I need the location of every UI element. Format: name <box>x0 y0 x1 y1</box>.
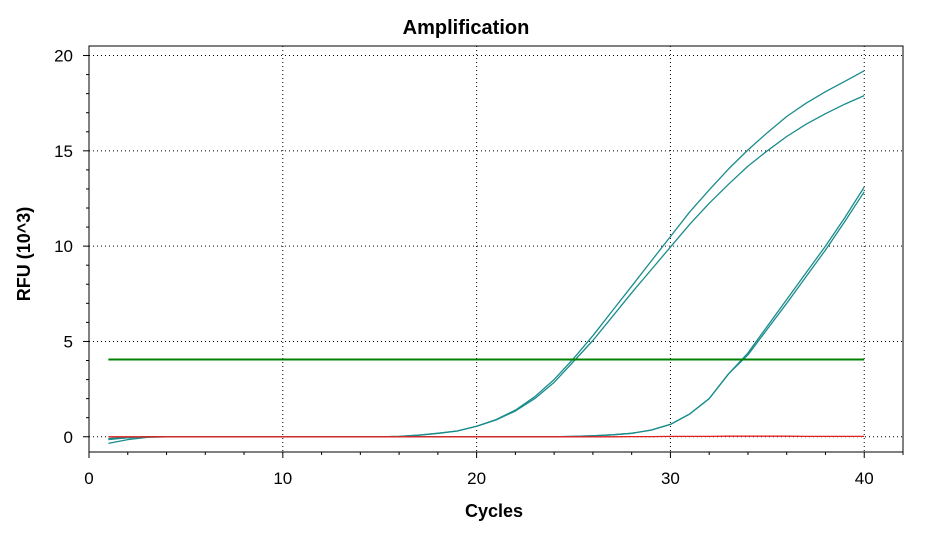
x-tick-label: 40 <box>855 469 874 488</box>
y-tick-label: 0 <box>64 428 73 447</box>
y-tick-label: 20 <box>54 47 73 66</box>
x-tick-label: 0 <box>84 469 93 488</box>
series-layer <box>108 70 865 445</box>
x-tick-label: 10 <box>273 469 292 488</box>
x-tick-label: 20 <box>467 469 486 488</box>
plot-frame <box>88 45 904 453</box>
x-axis-title: Cycles <box>465 501 523 521</box>
amplification-curve <box>108 435 865 438</box>
y-tick-label: 10 <box>54 237 73 256</box>
y-axis-title: RFU (10^3) <box>14 207 34 302</box>
y-tick-label: 5 <box>64 332 73 351</box>
y-tick-label: 15 <box>54 142 73 161</box>
chart-title: Amplification <box>403 17 530 39</box>
x-tick-label: 30 <box>661 469 680 488</box>
ticks-layer: 0 10 20 30 40 0 5 10 15 20 <box>54 47 904 488</box>
